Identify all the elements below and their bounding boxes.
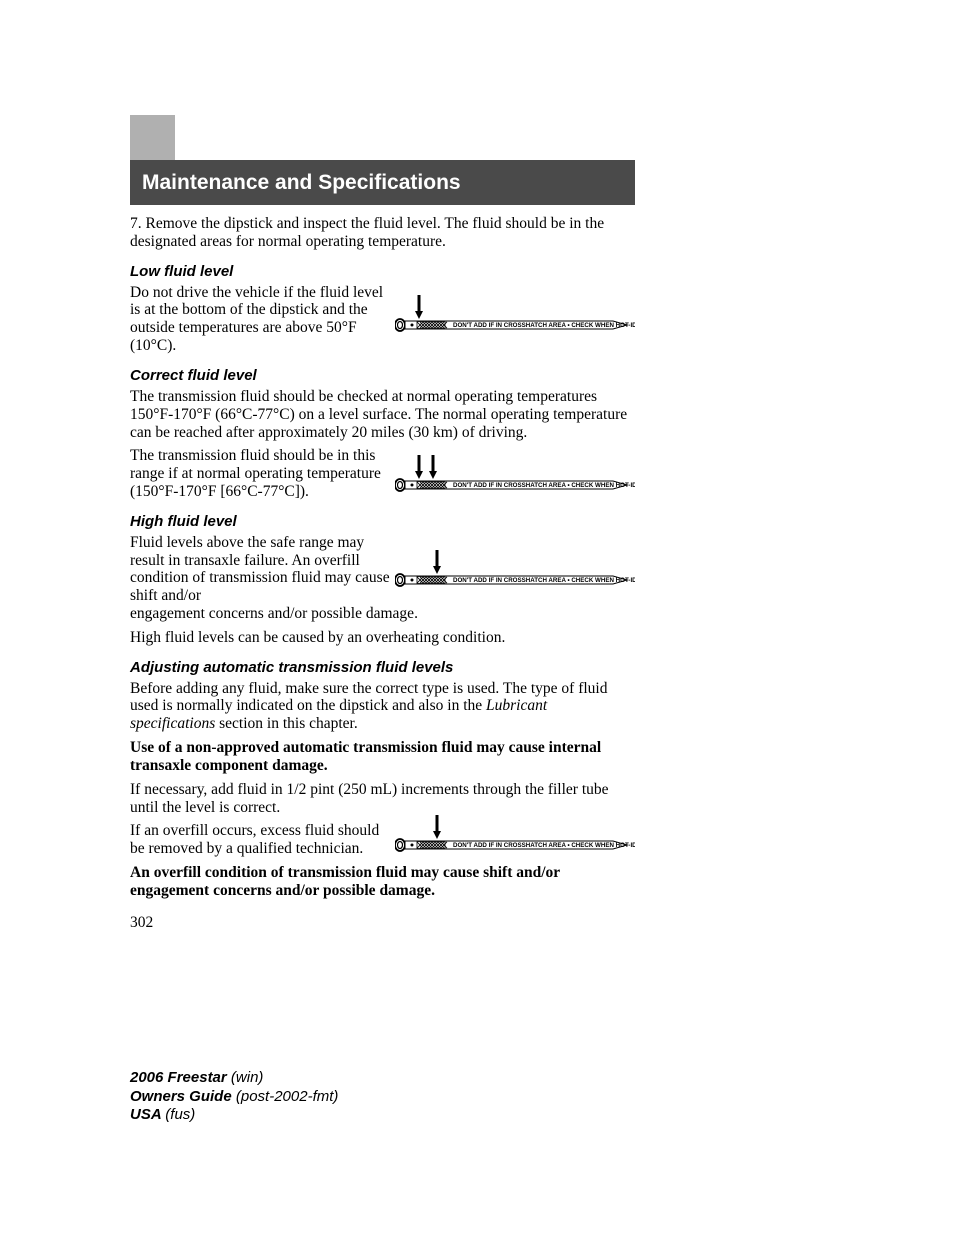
high-fluid-heading: High fluid level xyxy=(130,513,635,530)
footer-l3-rest: (fus) xyxy=(165,1106,195,1123)
header-dark-bar: Maintenance and Specifications xyxy=(130,160,635,205)
correct-fluid-p2: The transmission fluid should be in this… xyxy=(130,447,390,500)
dipstick-svg: DON'T ADD IF IN CROSSHATCH AREA • CHECK … xyxy=(395,540,635,590)
header-grey-square xyxy=(130,115,175,160)
high-fluid-p2: High fluid levels can be caused by an ov… xyxy=(130,629,635,647)
high-fluid-p1-narrow: Fluid levels above the safe range may re… xyxy=(130,534,390,605)
dipstick-diagram-adjust: DON'T ADD IF IN CROSSHATCH AREA • CHECK … xyxy=(395,805,635,855)
footer-l3-bold: USA xyxy=(130,1106,165,1123)
footer-l1-rest: (win) xyxy=(231,1069,264,1086)
footer-line-1: 2006 Freestar (win) xyxy=(130,1069,338,1088)
adjusting-heading: Adjusting automatic transmission fluid l… xyxy=(130,659,635,676)
low-fluid-heading: Low fluid level xyxy=(130,263,635,280)
footer-line-3: USA (fus) xyxy=(130,1106,338,1125)
footer-l1-bold: 2006 Freestar xyxy=(130,1069,231,1086)
dipstick-diagram-high: DON'T ADD IF IN CROSSHATCH AREA • CHECK … xyxy=(395,540,635,590)
footer-line-2: Owners Guide (post-2002-fmt) xyxy=(130,1088,338,1107)
section-title: Maintenance and Specifications xyxy=(142,171,461,195)
svg-text:DON'T ADD IF IN CROSSHATCH ARE: DON'T ADD IF IN CROSSHATCH AREA • CHECK … xyxy=(453,482,635,489)
page: Maintenance and Specifications 7. Remove… xyxy=(0,0,954,1235)
step-7-text: 7. Remove the dipstick and inspect the f… xyxy=(130,215,635,251)
footer-l2-bold: Owners Guide xyxy=(130,1088,236,1105)
svg-text:DON'T ADD IF IN CROSSHATCH ARE: DON'T ADD IF IN CROSSHATCH AREA • CHECK … xyxy=(453,577,635,584)
dipstick-diagram-low: DON'T ADD IF IN CROSSHATCH AREA • CHECK … xyxy=(395,285,635,335)
adjusting-warn1: Use of a non-approved automatic transmis… xyxy=(130,739,635,775)
correct-fluid-heading: Correct fluid level xyxy=(130,367,635,384)
dipstick-diagram-correct: DON'T ADD IF IN CROSSHATCH AREA • CHECK … xyxy=(395,445,635,495)
dipstick-svg: DON'T ADD IF IN CROSSHATCH AREA • CHECK … xyxy=(395,805,635,855)
adjusting-p3: If an overfill occurs, excess fluid shou… xyxy=(130,822,390,858)
footer: 2006 Freestar (win) Owners Guide (post-2… xyxy=(130,1069,338,1125)
correct-fluid-p1: The transmission fluid should be checked… xyxy=(130,388,635,441)
dipstick-svg: DON'T ADD IF IN CROSSHATCH AREA • CHECK … xyxy=(395,445,635,495)
adjusting-p1: Before adding any fluid, make sure the c… xyxy=(130,680,635,733)
adjusting-p1b: section in this chapter. xyxy=(215,715,357,732)
page-number: 302 xyxy=(130,914,635,932)
dipstick-svg: DON'T ADD IF IN CROSSHATCH AREA • CHECK … xyxy=(395,285,635,335)
svg-text:DON'T ADD IF IN CROSSHATCH ARE: DON'T ADD IF IN CROSSHATCH AREA • CHECK … xyxy=(453,322,635,329)
low-fluid-body: Do not drive the vehicle if the fluid le… xyxy=(130,284,390,355)
svg-text:DON'T ADD IF IN CROSSHATCH ARE: DON'T ADD IF IN CROSSHATCH AREA • CHECK … xyxy=(453,842,635,849)
footer-l2-rest: (post-2002-fmt) xyxy=(236,1088,339,1105)
adjusting-warn2: An overfill condition of transmission fl… xyxy=(130,864,635,900)
